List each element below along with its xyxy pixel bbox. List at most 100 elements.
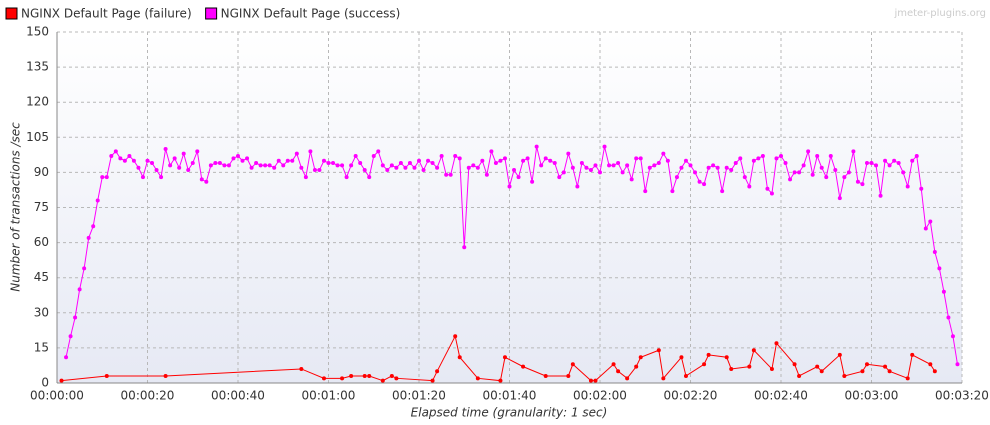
y-tick-label: 105 bbox=[26, 130, 49, 144]
data-point bbox=[118, 156, 123, 161]
x-tick-label: 00:01:20 bbox=[392, 389, 446, 403]
data-point bbox=[905, 184, 910, 189]
data-point bbox=[905, 376, 910, 381]
data-point bbox=[140, 175, 145, 180]
data-point bbox=[380, 378, 385, 383]
data-point bbox=[502, 355, 507, 360]
watermark: jmeter-plugins.org bbox=[893, 8, 986, 19]
data-point bbox=[937, 266, 942, 271]
data-point bbox=[751, 348, 756, 353]
data-point bbox=[665, 158, 670, 163]
data-point bbox=[883, 364, 888, 369]
data-point bbox=[616, 369, 621, 374]
data-point bbox=[570, 165, 575, 170]
legend-label: NGINX Default Page (success) bbox=[221, 7, 401, 21]
data-point bbox=[530, 179, 535, 184]
data-point bbox=[168, 163, 173, 168]
data-point bbox=[412, 165, 417, 170]
data-point bbox=[792, 362, 797, 367]
data-point bbox=[226, 163, 231, 168]
data-point bbox=[172, 156, 177, 161]
x-tick-label: 00:00:00 bbox=[30, 389, 84, 403]
data-point bbox=[353, 154, 358, 159]
data-point bbox=[792, 170, 797, 175]
data-point bbox=[919, 186, 924, 191]
data-point bbox=[837, 196, 842, 201]
data-point bbox=[738, 156, 743, 161]
y-tick-label: 30 bbox=[34, 305, 49, 319]
data-point bbox=[846, 170, 851, 175]
data-point bbox=[407, 161, 412, 166]
data-point bbox=[751, 158, 756, 163]
data-point bbox=[294, 151, 299, 156]
data-point bbox=[815, 154, 820, 159]
data-point bbox=[113, 149, 118, 154]
data-point bbox=[774, 156, 779, 161]
data-point bbox=[77, 287, 82, 292]
data-point bbox=[122, 158, 127, 163]
data-point bbox=[380, 163, 385, 168]
data-point bbox=[588, 378, 593, 383]
data-point bbox=[376, 149, 381, 154]
data-point bbox=[788, 177, 793, 182]
data-point bbox=[883, 158, 888, 163]
data-point bbox=[417, 158, 421, 163]
data-point bbox=[64, 355, 69, 360]
data-point bbox=[706, 165, 711, 170]
data-point bbox=[475, 165, 480, 170]
legend-swatch bbox=[5, 7, 18, 20]
data-point bbox=[299, 165, 304, 170]
data-point bbox=[887, 163, 892, 168]
data-point bbox=[864, 362, 869, 367]
x-tick-label: 00:02:20 bbox=[664, 389, 718, 403]
data-point bbox=[439, 154, 444, 159]
data-point bbox=[733, 161, 738, 166]
data-point bbox=[213, 161, 218, 166]
data-point bbox=[403, 165, 408, 170]
data-point bbox=[104, 373, 109, 378]
data-point bbox=[878, 193, 883, 198]
data-point bbox=[552, 161, 557, 166]
data-point bbox=[326, 161, 331, 166]
data-point bbox=[457, 355, 462, 360]
data-point bbox=[683, 373, 688, 378]
data-point bbox=[566, 151, 571, 156]
data-point bbox=[779, 154, 783, 159]
data-point bbox=[272, 165, 277, 170]
data-point bbox=[245, 156, 250, 161]
data-point bbox=[747, 364, 752, 369]
data-point bbox=[896, 161, 901, 166]
data-point bbox=[435, 369, 440, 374]
data-point bbox=[579, 161, 584, 166]
data-point bbox=[543, 373, 548, 378]
data-point bbox=[525, 156, 530, 161]
data-point bbox=[797, 373, 802, 378]
data-point bbox=[661, 151, 666, 156]
data-point bbox=[575, 184, 580, 189]
data-point bbox=[349, 373, 354, 378]
data-point bbox=[249, 165, 254, 170]
data-point bbox=[131, 158, 136, 163]
data-point bbox=[598, 170, 602, 175]
data-point bbox=[367, 175, 372, 180]
data-point bbox=[521, 158, 526, 163]
data-point bbox=[204, 179, 209, 184]
data-point bbox=[851, 149, 856, 154]
data-point bbox=[860, 182, 865, 187]
data-point bbox=[385, 168, 390, 173]
data-point bbox=[742, 175, 747, 180]
data-point bbox=[109, 154, 114, 159]
data-point bbox=[136, 165, 141, 170]
data-point bbox=[842, 175, 847, 180]
data-point bbox=[833, 168, 838, 173]
data-point bbox=[860, 369, 865, 374]
data-point bbox=[892, 158, 897, 163]
data-point bbox=[566, 373, 571, 378]
data-point bbox=[702, 362, 707, 367]
data-point bbox=[321, 158, 326, 163]
data-point bbox=[674, 175, 679, 180]
data-point bbox=[769, 366, 774, 371]
data-point bbox=[163, 147, 168, 151]
data-point bbox=[177, 165, 182, 170]
x-tick-label: 00:03:00 bbox=[845, 389, 899, 403]
